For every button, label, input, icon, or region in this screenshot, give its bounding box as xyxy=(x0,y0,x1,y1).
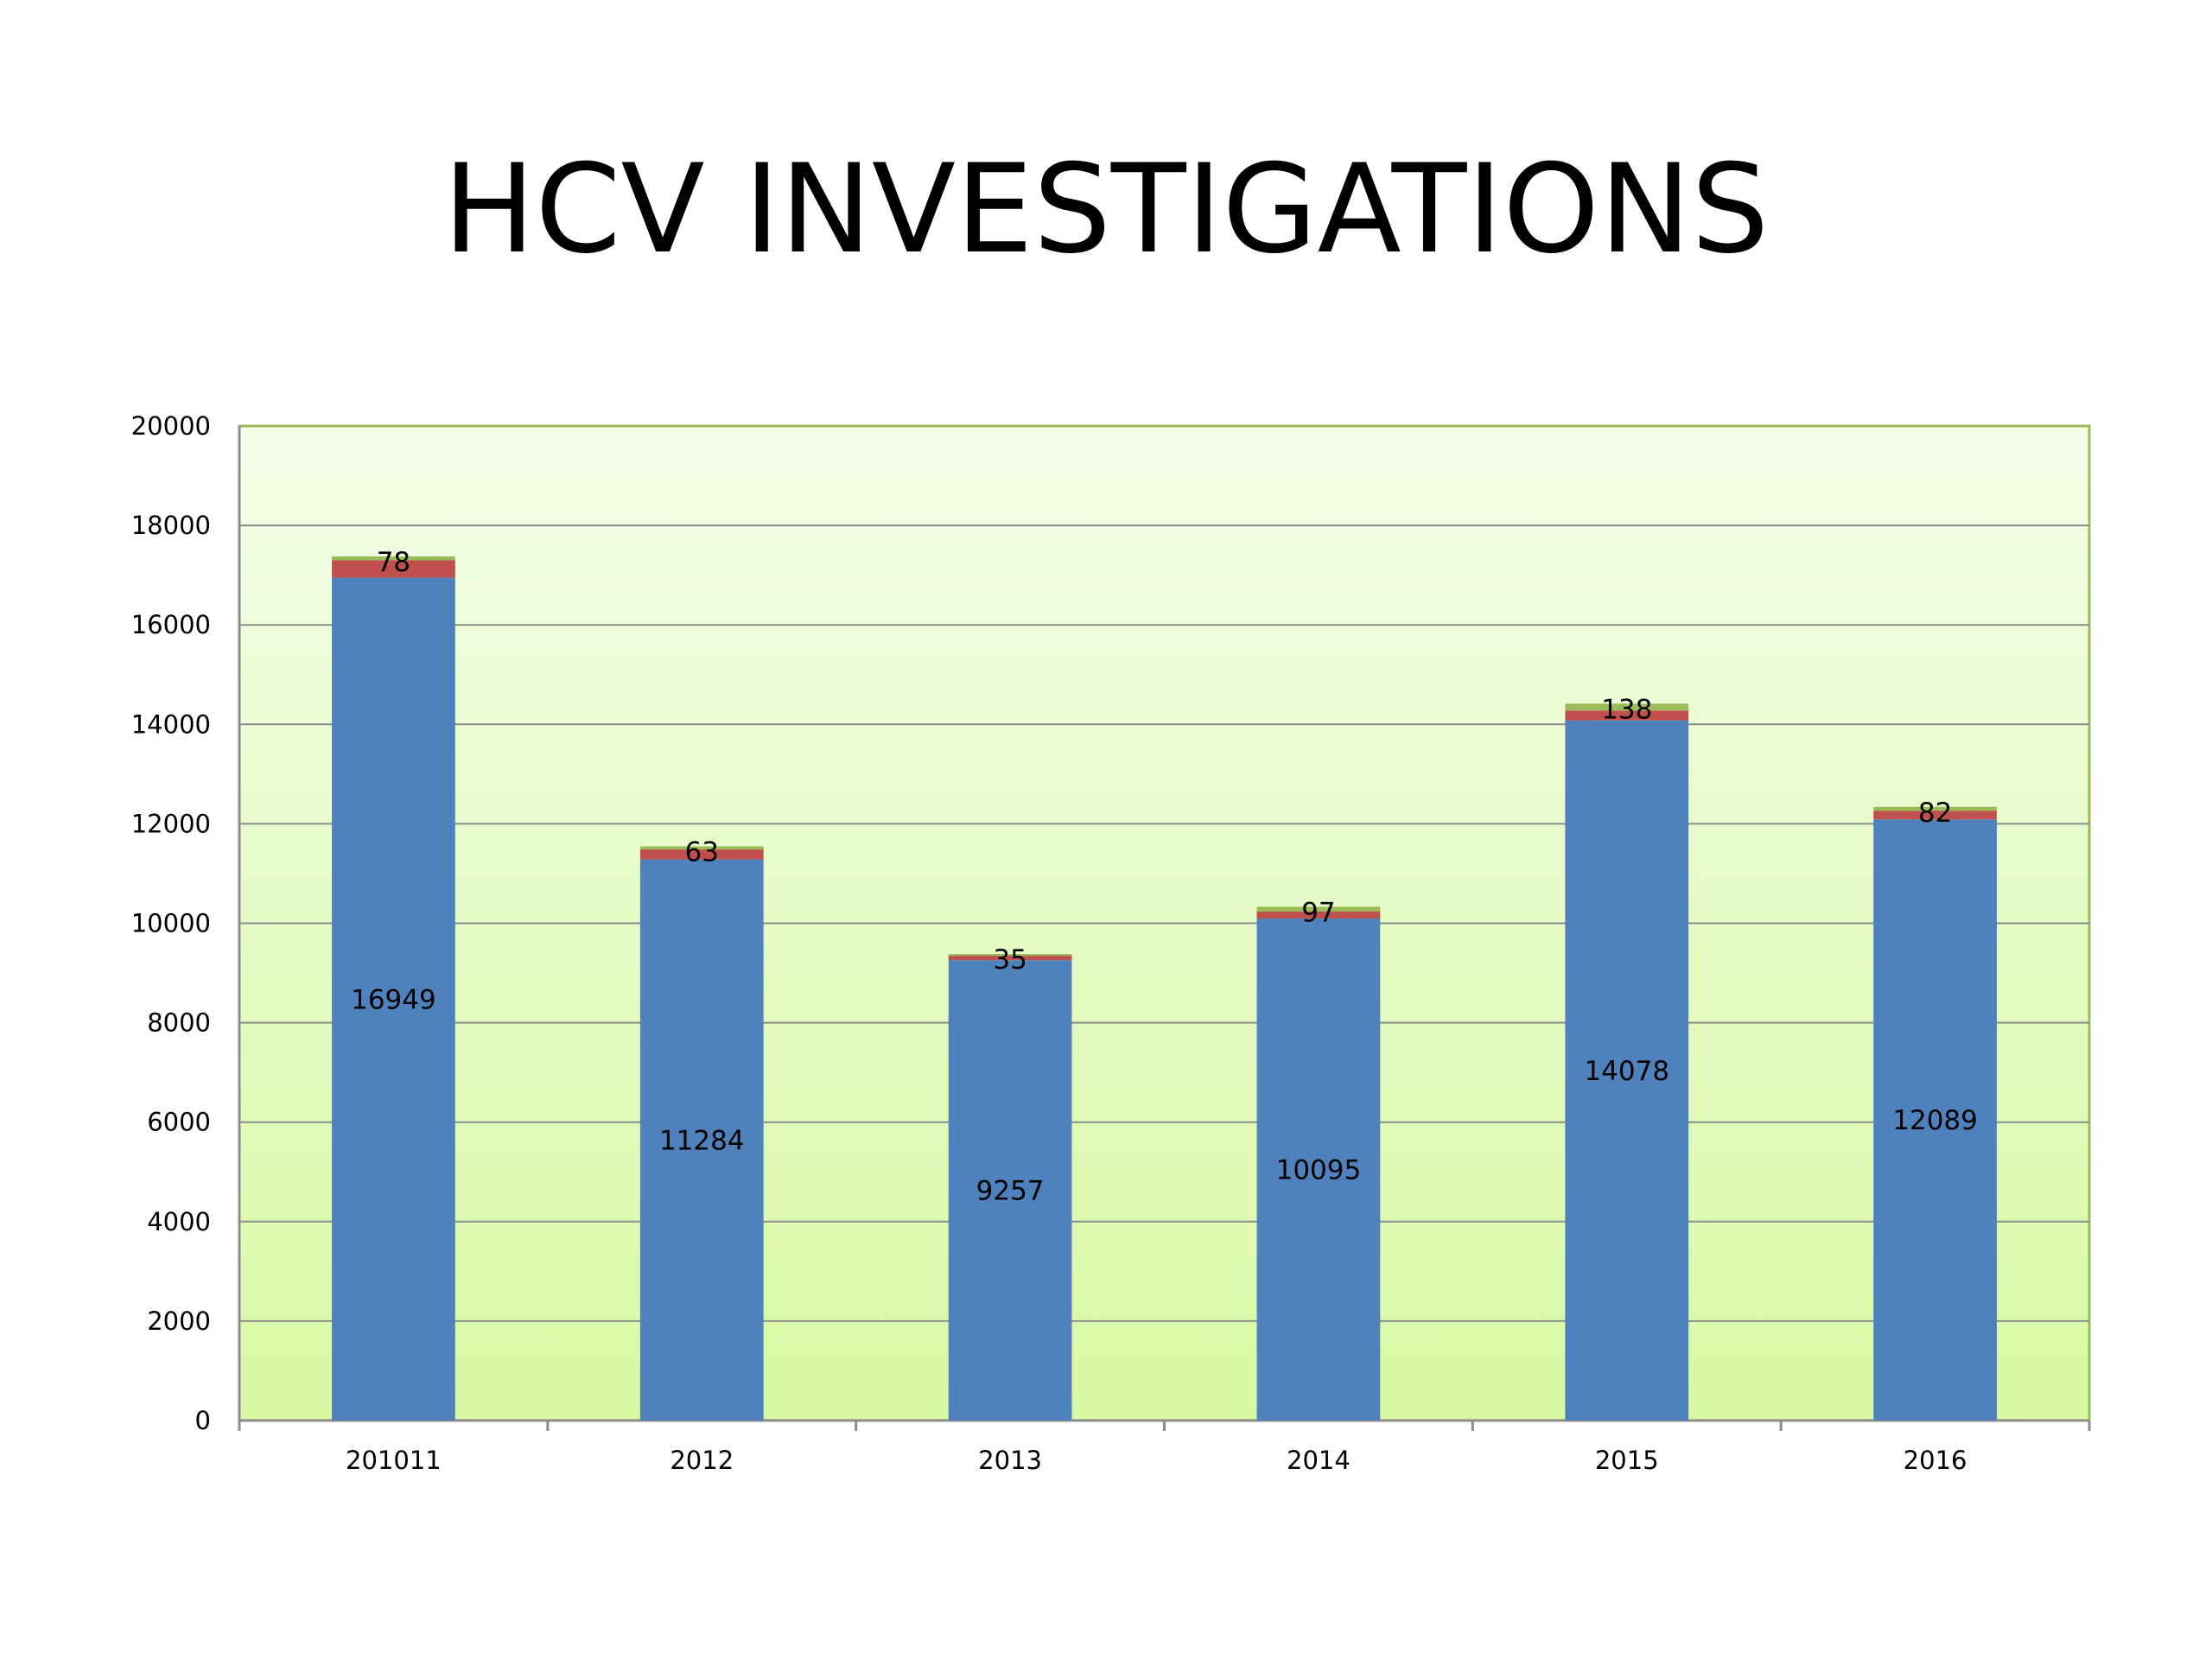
bar-segment-series-1 xyxy=(948,960,1072,1421)
bar-segment-series-1 xyxy=(1256,918,1381,1421)
y-tick-label: 16000 xyxy=(131,610,211,639)
bar-segment-series-3 xyxy=(332,556,455,561)
gridlines xyxy=(239,524,2089,1322)
bar-segment-series-1 xyxy=(1873,819,1997,1421)
bar-segment-series-2 xyxy=(1256,911,1381,919)
bar-segment-series-2 xyxy=(1873,810,1997,820)
x-tick-label: 2015 xyxy=(1595,1446,1659,1475)
data-label: 138 xyxy=(1601,694,1652,725)
x-tick-label: 2013 xyxy=(978,1446,1042,1475)
data-label: 63 xyxy=(685,836,719,868)
x-tick-label: 2014 xyxy=(1287,1446,1351,1475)
data-label: 82 xyxy=(1918,798,1952,829)
y-tick-label: 6000 xyxy=(147,1108,211,1137)
data-label: 10095 xyxy=(1276,1155,1362,1186)
data-label: 14078 xyxy=(1584,1056,1669,1087)
bar-segment-series-1 xyxy=(639,859,764,1421)
y-tick-label: 4000 xyxy=(147,1207,211,1236)
x-axis: 201011 2012 2013 2014 2015 2016 xyxy=(238,1419,2091,1475)
bar-segment-series-2 xyxy=(639,849,764,860)
y-tick-label: 2000 xyxy=(147,1306,211,1336)
y-tick-label: 14000 xyxy=(131,709,211,739)
data-label: 97 xyxy=(1301,897,1335,928)
x-tick-label: 2012 xyxy=(670,1446,734,1475)
bar-segment-series-3 xyxy=(639,846,764,850)
bar-segment-series-2 xyxy=(332,560,455,578)
bar-segment-series-3 xyxy=(948,954,1072,957)
data-label: 16949 xyxy=(351,984,436,1015)
bar-segment-series-2 xyxy=(1565,710,1689,721)
x-tick-label: 2016 xyxy=(1904,1446,1967,1475)
x-tick-label: 201011 xyxy=(346,1446,442,1475)
bar-segment-series-3 xyxy=(1256,906,1381,912)
bars xyxy=(332,556,1997,1421)
bar-segment-series-3 xyxy=(1873,806,1997,811)
data-label: 9257 xyxy=(976,1176,1045,1207)
y-tick-label: 20000 xyxy=(131,411,211,441)
y-tick-label: 10000 xyxy=(131,909,211,938)
y-tick-label: 12000 xyxy=(131,809,211,838)
bar-segment-series-3 xyxy=(1565,703,1689,711)
data-label: 12089 xyxy=(1892,1105,1978,1136)
data-label: 11284 xyxy=(659,1125,745,1156)
bar-segment-series-1 xyxy=(332,577,455,1421)
y-tick-label: 0 xyxy=(195,1406,211,1435)
data-label: 35 xyxy=(993,944,1027,976)
data-label: 78 xyxy=(377,547,410,578)
bar-segment-series-1 xyxy=(1565,720,1689,1421)
y-axis: 0 2000 4000 6000 8000 10000 12000 14000 16000 180… xyxy=(131,411,241,1435)
bar-segment-series-2 xyxy=(948,956,1072,961)
data-labels: 16949 78 11284 63 9257 35 10095 97 14078 138 12089… xyxy=(351,547,1978,1207)
y-tick-label: 18000 xyxy=(131,511,211,540)
y-tick-label: 8000 xyxy=(147,1008,211,1038)
slide-title: HCV INVESTIGATIONS xyxy=(442,138,1770,281)
